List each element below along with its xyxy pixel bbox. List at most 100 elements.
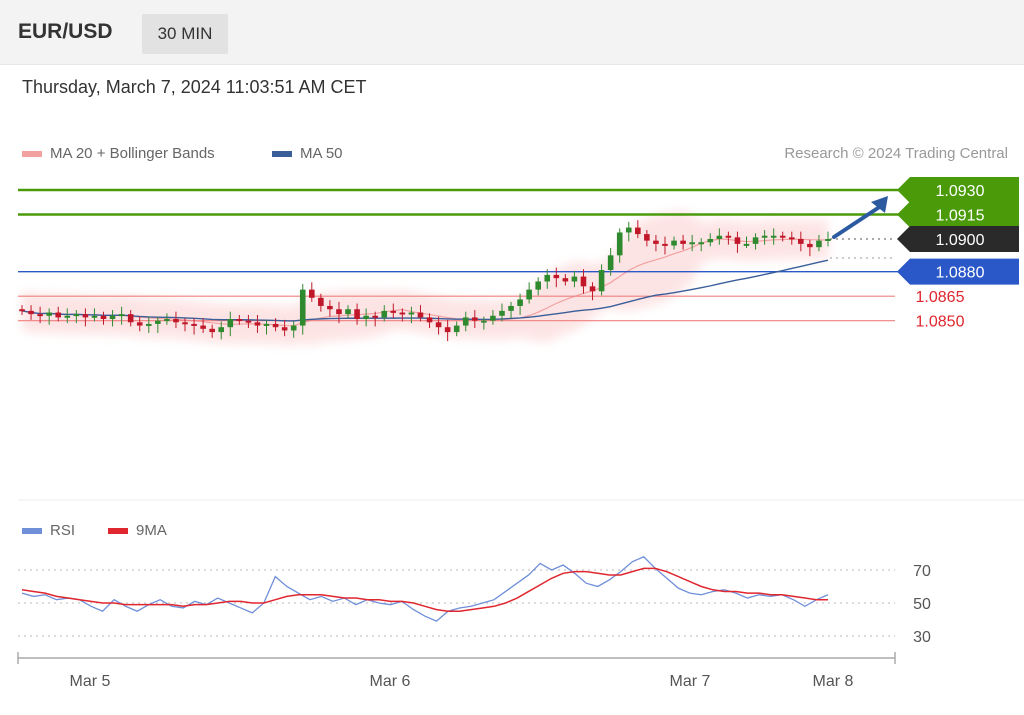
candle-body xyxy=(173,319,179,323)
candle-body xyxy=(825,238,831,241)
candle-body xyxy=(589,286,596,292)
instrument-name: EUR/USD xyxy=(18,20,113,43)
candle-body xyxy=(263,323,270,326)
candle-body xyxy=(435,322,442,328)
target-arrow-layer xyxy=(832,196,888,239)
legend-bollinger: MA 20 + Bollinger Bands xyxy=(22,145,215,162)
candle-body xyxy=(145,323,152,326)
candle-body xyxy=(109,315,116,320)
candle-body xyxy=(752,237,759,244)
x-axis-tick-label: Mar 7 xyxy=(670,673,711,690)
candle-body xyxy=(191,323,197,326)
candle-body xyxy=(453,325,460,333)
bollinger-band xyxy=(22,211,828,346)
legend-rsi-swatch xyxy=(22,527,42,534)
candle-body xyxy=(372,315,378,318)
candle-body xyxy=(743,243,750,246)
candle-body xyxy=(644,234,650,241)
resistance-label-tag xyxy=(897,201,1019,228)
support-label: 1.0850 xyxy=(916,314,965,331)
candle-body xyxy=(281,327,288,331)
candle-body xyxy=(354,309,360,320)
candle-body xyxy=(46,312,52,316)
candle-body xyxy=(761,235,768,238)
legend-ma50-swatch xyxy=(272,150,292,157)
candle-body xyxy=(290,325,297,331)
target-arrow-shaft xyxy=(832,204,883,239)
header-bar: EUR/USD 30 MIN xyxy=(0,0,1024,65)
candle-body xyxy=(73,314,80,317)
ma50-line xyxy=(21,259,829,322)
bollinger-band-layer xyxy=(21,211,829,346)
candle-body xyxy=(127,314,134,323)
current-price-label: 1.0900 xyxy=(936,232,985,249)
current-price-tag xyxy=(897,225,1019,252)
candle-body xyxy=(299,289,306,326)
legend-bollinger-label: MA 20 + Bollinger Bands xyxy=(50,145,215,162)
candle-body xyxy=(245,320,252,323)
candle-body xyxy=(318,297,324,306)
x-axis-tick-label: Mar 8 xyxy=(813,673,854,690)
candle-body xyxy=(734,237,741,244)
rsi-line xyxy=(21,556,829,622)
candle-body xyxy=(779,235,786,238)
candle-body xyxy=(807,243,813,248)
candle-body xyxy=(308,289,315,298)
resistance-label-tag xyxy=(897,177,1019,203)
candle-body xyxy=(82,314,89,318)
support-label: 1.0865 xyxy=(916,289,965,306)
candle-body xyxy=(155,320,161,324)
candle-body xyxy=(707,238,714,243)
candle-body xyxy=(725,235,732,238)
rsi-panel: 70 50 30 xyxy=(18,556,931,646)
candle-body xyxy=(254,322,261,326)
candle-body xyxy=(37,314,43,317)
legend-rsi-ma-label: 9MA xyxy=(136,522,167,539)
candle-body xyxy=(535,281,542,290)
candle-body xyxy=(716,235,723,239)
candle-body xyxy=(499,310,505,316)
candle-body xyxy=(616,232,623,256)
candle-body xyxy=(327,305,333,310)
candle-body xyxy=(200,325,206,329)
candle-body xyxy=(598,270,605,292)
resistance-label: 1.0930 xyxy=(936,183,985,200)
legend-rsi-ma-swatch xyxy=(108,527,128,534)
candle-body xyxy=(571,276,578,282)
candle-body xyxy=(100,315,107,320)
candle-body xyxy=(698,242,705,245)
candle-body xyxy=(481,320,487,323)
rsi-level-label: 70 xyxy=(913,563,931,580)
candle-body xyxy=(164,319,170,322)
legend-rsi-ma: 9MA xyxy=(108,522,167,539)
price-label-layer: 1.0930 1.0915 1.0900 1.0880 1.0865 1.0850 xyxy=(897,177,1019,331)
candle-body xyxy=(653,240,659,244)
legend-ma50-label: MA 50 xyxy=(300,145,343,162)
candle-body xyxy=(662,243,668,246)
candle-body xyxy=(182,322,188,325)
pivot-label-tag xyxy=(897,258,1019,285)
research-credit: Research © 2024 Trading Central xyxy=(784,145,1008,162)
candle-body xyxy=(816,240,822,248)
candle-body xyxy=(689,242,695,245)
timeframe-button[interactable]: 30 MIN xyxy=(142,14,228,54)
price-level-layer xyxy=(18,188,900,322)
candle-body xyxy=(580,276,587,287)
candle-body xyxy=(19,309,25,312)
candle-body xyxy=(490,315,496,321)
candle-body xyxy=(671,240,677,246)
timestamp: Thursday, March 7, 2024 11:03:51 AM CET xyxy=(22,77,367,97)
candle-body xyxy=(798,238,804,244)
candle-body xyxy=(91,315,98,318)
candle-body xyxy=(227,319,234,328)
legend-ma50: MA 50 xyxy=(272,145,343,162)
legend-rsi: RSI xyxy=(22,522,75,539)
candle-body xyxy=(770,235,777,238)
candle-body xyxy=(417,312,424,318)
candle-body xyxy=(635,227,641,235)
candle-body xyxy=(272,323,279,328)
ma20-line xyxy=(21,238,829,327)
candlestick-layer xyxy=(19,220,831,342)
legend-rsi-label: RSI xyxy=(50,522,76,539)
